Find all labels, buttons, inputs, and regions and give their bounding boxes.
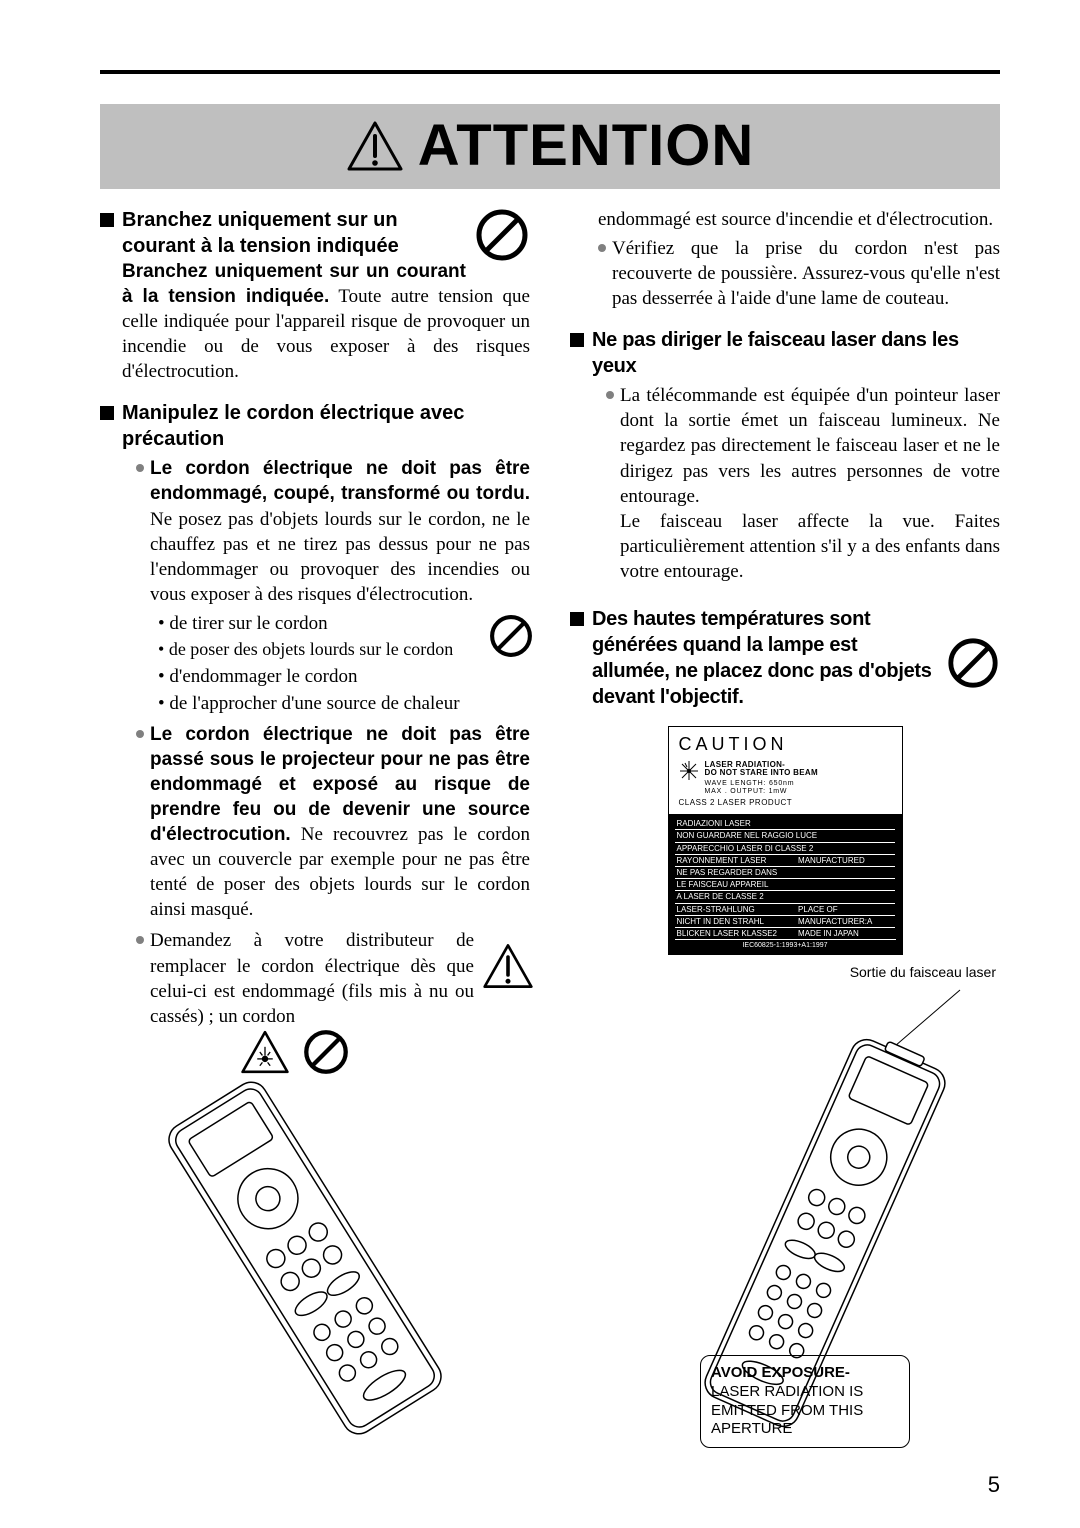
- sub-list: de tirer sur le cordon de poser des obje…: [150, 611, 530, 716]
- heading-line: Branchez uniquement sur un: [122, 209, 398, 231]
- text-run: Demandez à votre distributeur de remplac…: [150, 930, 474, 1026]
- label-text: NICHT IN DEN STRAHL: [675, 915, 797, 927]
- heading-line: courant à la tension indiquée: [122, 235, 399, 257]
- label-text: RADIAZIONI LASER: [675, 818, 896, 829]
- avoid-exposure-box: AVOID EXPOSURE- LASER RADIATION IS EMITT…: [700, 1355, 910, 1448]
- list-item: de poser des objets lourds sur le cordon: [158, 638, 480, 662]
- remote-drawing: [130, 1038, 480, 1448]
- section-heading: Ne pas diriger le faisceau laser dans le…: [592, 327, 1000, 379]
- page-number: 5: [988, 1472, 1000, 1498]
- caution-triangle-icon: [482, 942, 534, 990]
- banner-title: ATTENTION: [418, 112, 755, 179]
- bold-run: Le cordon électrique ne doit pas être en…: [150, 458, 530, 504]
- attention-banner: ATTENTION: [100, 104, 1000, 189]
- label-text: LE FAISCEAU APPAREIL: [675, 878, 797, 890]
- label-text: MANUFACTURED: [796, 854, 895, 866]
- list-item: Vérifiez que la prise du cordon n'est pa…: [598, 236, 1000, 311]
- square-bullet-icon: [100, 213, 114, 227]
- section-laser-eyes: Ne pas diriger le faisceau laser dans le…: [570, 327, 1000, 590]
- label-text: NE PAS REGARDER DANS: [675, 866, 797, 878]
- caution-title: CAUTION: [679, 733, 892, 757]
- prohibit-icon: [474, 207, 530, 263]
- label-text: PLACE OF: [796, 903, 895, 915]
- label-text: BLICKEN LASER KLASSE2: [675, 927, 797, 939]
- bullet-list: La télécommande est équipée d'un pointeu…: [592, 383, 1000, 584]
- prohibit-icon: [488, 613, 534, 659]
- body-paragraph: endommagé est source d'incendie et d'éle…: [598, 207, 1000, 232]
- square-bullet-icon: [570, 333, 584, 347]
- label-text: RAYONNEMENT LASER: [675, 854, 797, 866]
- list-item: Le cordon électrique ne doit pas être en…: [136, 456, 530, 715]
- black-label-section: RADIAZIONI LASER NON GUARDARE NEL RAGGIO…: [669, 814, 902, 954]
- list-item: d'endommager le cordon: [158, 664, 480, 689]
- list-item: La télécommande est équipée d'un pointeu…: [606, 383, 1000, 584]
- content-columns: Branchez uniquement sur un courant à la …: [100, 207, 1000, 1051]
- label-text: MAX . OUTPUT: 1mW: [705, 788, 818, 796]
- label-text: CLASS 2 LASER PRODUCT: [679, 798, 892, 809]
- list-item: de l'approcher d'une source de chaleur: [158, 691, 480, 716]
- bold-run: AVOID EXPOSURE-: [711, 1364, 850, 1381]
- label-text: MADE IN JAPAN: [796, 927, 895, 939]
- label-text: WAVE LENGTH: 650nm: [705, 780, 818, 788]
- bullet-list: Vérifiez que la prise du cordon n'est pa…: [598, 236, 1000, 311]
- text-run: Ne posez pas d'objets lourds sur le cord…: [150, 509, 530, 605]
- label-text: LASER-STRAHLUNG: [675, 903, 797, 915]
- label-text: MANUFACTURER:A: [796, 915, 895, 927]
- laser-triangle-icon: [240, 1029, 290, 1075]
- section-heading: Des hautes températures sont générées qu…: [592, 606, 1000, 710]
- caution-triangle-icon: [346, 120, 404, 172]
- label-text: IEC60825-1:1993+A1:1997: [675, 939, 896, 950]
- square-bullet-icon: [100, 406, 114, 420]
- label-text: NON GUARDARE NEL RAGGIO LUCE: [675, 829, 896, 841]
- horizontal-rule: [100, 70, 1000, 74]
- section-voltage: Branchez uniquement sur un courant à la …: [100, 207, 530, 384]
- square-bullet-icon: [570, 612, 584, 626]
- body-paragraph: Branchez uniquement sur un courant à la …: [122, 259, 530, 384]
- left-column: Branchez uniquement sur un courant à la …: [100, 207, 530, 1051]
- text-run: La télécommande est équipée d'un pointeu…: [620, 385, 1000, 506]
- list-item: de tirer sur le cordon: [158, 611, 480, 636]
- label-text: DO NOT STARE INTO BEAM: [705, 769, 818, 778]
- remote-illustration-left: [130, 1038, 480, 1448]
- section-heading: Manipulez le cordon électrique avec préc…: [122, 400, 530, 452]
- continuation-block: endommagé est source d'incendie et d'éle…: [570, 207, 1000, 311]
- list-item: Le cordon électrique ne doit pas être pa…: [136, 722, 530, 923]
- right-column: endommagé est source d'incendie et d'éle…: [570, 207, 1000, 1051]
- laser-burst-icon: [679, 761, 699, 781]
- label-text: A LASER DE CLASSE 2: [675, 890, 797, 902]
- prohibit-icon: [302, 1028, 350, 1076]
- label-text: APPARECCHIO LASER DI CLASSE 2: [675, 842, 896, 854]
- laser-compliance-label: CAUTION LASER RADIATION- DO NOT STARE IN…: [668, 726, 903, 955]
- bullet-list: Le cordon électrique ne doit pas être en…: [122, 456, 530, 1028]
- section-cord: Manipulez le cordon électrique avec préc…: [100, 400, 530, 1034]
- text-run: LASER RADIATION IS EMITTED FROM THIS APE…: [711, 1383, 863, 1438]
- section-heading: Branchez uniquement sur un courant à la …: [122, 207, 530, 259]
- list-item: Demandez à votre distributeur de remplac…: [136, 928, 530, 1028]
- section-high-temp: Des hautes températures sont générées qu…: [570, 606, 1000, 710]
- prohibit-icon: [946, 636, 1000, 690]
- text-run: Le faisceau laser affecte la vue. Faites…: [620, 511, 1000, 582]
